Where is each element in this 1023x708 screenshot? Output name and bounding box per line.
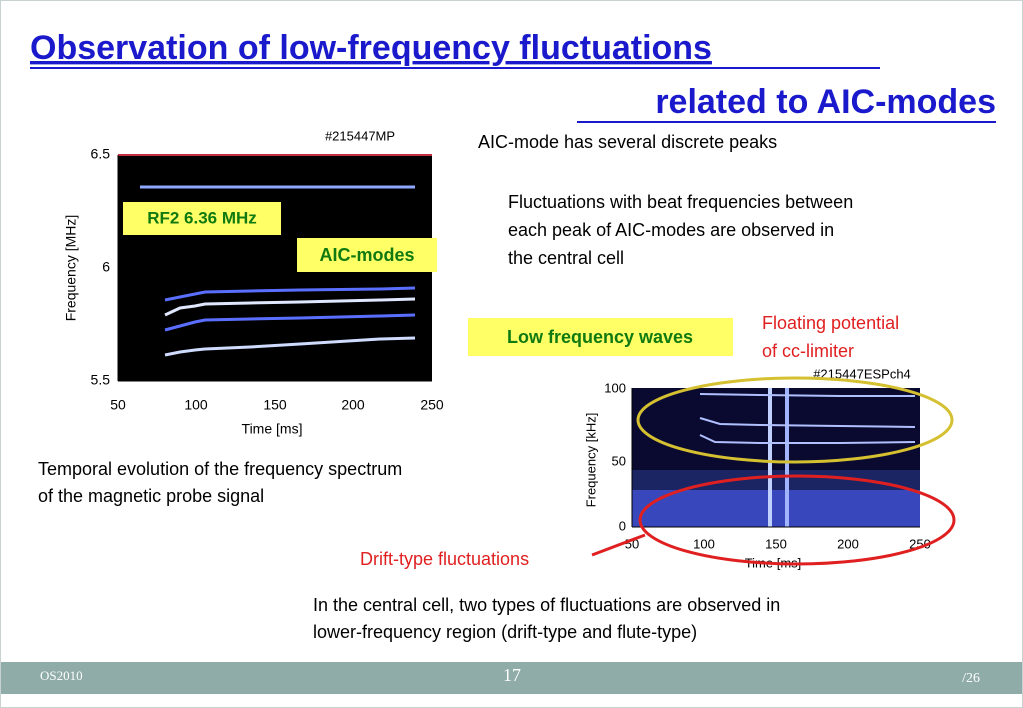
spectrogram-1: #215447MP 6.5 6 5.5 50 100 150 200 250 T…	[63, 128, 444, 436]
caption-line: Temporal evolution of the frequency spec…	[38, 459, 402, 479]
rf-box	[123, 202, 281, 235]
y-axis-label: Frequency [kHz]	[583, 413, 598, 508]
y-axis-label: Frequency [MHz]	[63, 215, 79, 322]
x-tick-label: 200	[341, 397, 365, 413]
x-tick-label: 50	[110, 397, 126, 413]
plot-label: #215447MP	[325, 128, 395, 143]
rf-label: RF2 6.36 MHz	[147, 208, 257, 227]
pointer-line	[591, 533, 646, 557]
y-tick-label: 5.5	[91, 372, 111, 388]
noise-band	[632, 490, 920, 527]
bottom-text-line: In the central cell, two types of fluctu…	[313, 595, 780, 615]
title-line: related to AIC-modes	[655, 83, 996, 121]
footer-bar	[1, 662, 1022, 694]
mode-line	[164, 336, 416, 357]
mode-line	[164, 286, 416, 302]
low-freq-box	[468, 318, 733, 356]
page-number: 17	[503, 665, 521, 685]
aic-label: AIC-modes	[319, 245, 414, 265]
note-line: Fluctuations with beat frequencies betwe…	[508, 192, 853, 212]
note-line: the central cell	[508, 248, 624, 268]
floating-label: of cc-limiter	[762, 341, 854, 361]
x-tick-label: 150	[263, 397, 287, 413]
x-tick-label: 150	[765, 536, 787, 551]
mode-line	[699, 434, 916, 444]
y-tick-label: 100	[604, 380, 626, 395]
footer-right: /26	[962, 671, 980, 686]
noise-band	[632, 470, 920, 490]
mode-line	[164, 313, 416, 332]
spectrogram-2: #215447ESPch4 100 50 0 50 100 150 200 25…	[583, 366, 956, 570]
y-tick-label: 0	[619, 518, 626, 533]
highlight-ellipse	[636, 376, 954, 464]
mode-line	[164, 297, 416, 317]
mode-line	[699, 393, 915, 397]
title-line: Observation of low-frequency fluctuation…	[30, 29, 712, 67]
x-tick-label: 100	[184, 397, 208, 413]
mode-line	[699, 417, 916, 428]
caption-line: of the magnetic probe signal	[38, 486, 264, 506]
floating-label: Floating potential	[762, 313, 899, 333]
x-tick-label: 250	[420, 397, 444, 413]
drift-label: Drift-type fluctuations	[360, 549, 529, 569]
highlight-ellipse	[638, 474, 956, 566]
low-freq-label: Low frequency waves	[507, 327, 693, 347]
x-tick-label: 200	[837, 536, 859, 551]
y-tick-label: 6	[102, 259, 110, 275]
note-line: each peak of AIC-modes are observed in	[508, 220, 834, 240]
x-axis-label: Time [ms]	[242, 421, 303, 437]
aic-box	[297, 238, 437, 272]
bottom-text-line: lower-frequency region (drift-type and f…	[313, 622, 697, 642]
x-tick-label: 100	[693, 536, 715, 551]
footer-left: OS2010	[40, 668, 83, 683]
y-tick-label: 50	[612, 453, 626, 468]
y-tick-label: 6.5	[91, 146, 111, 162]
plot-label: #215447ESPch4	[813, 366, 911, 381]
note: AIC-mode has several discrete peaks	[478, 132, 777, 152]
